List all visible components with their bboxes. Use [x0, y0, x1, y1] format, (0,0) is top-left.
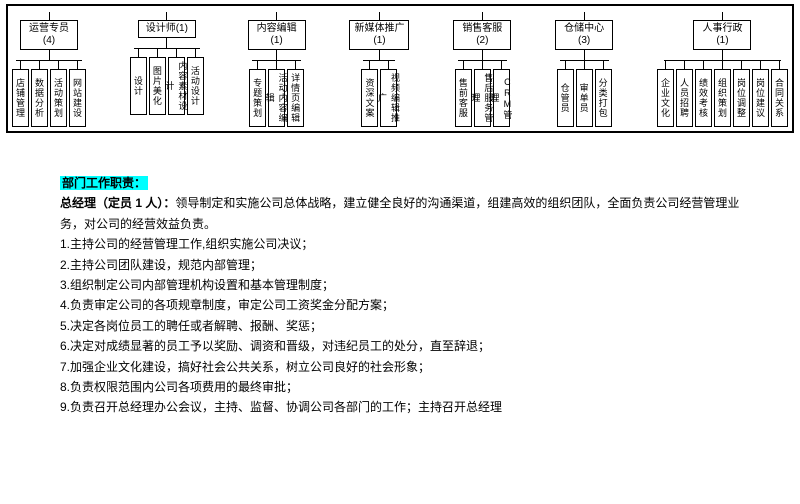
- department-column: 销售客服 (2) 售前客服售后服务管理CRM管理: [453, 12, 511, 127]
- list-item: 3.组织制定公司内部管理机构设置和基本管理制度；: [60, 275, 740, 295]
- child-box: 岗位调整: [733, 69, 750, 127]
- org-chart-container: 运营专员 (4)店铺管理数据分析活动策划网站建设设计师(1)设计图片美化内容素材…: [6, 4, 794, 133]
- child-box: 合同关系: [771, 69, 788, 127]
- child-box: 网站建设: [69, 69, 86, 127]
- department-box: 新媒体推广 (1): [349, 20, 409, 50]
- section-heading: 部门工作职责：: [60, 176, 148, 190]
- department-column: 内容编辑 (1) 专题策划活动内容编辑详情页编辑: [248, 12, 306, 127]
- child-box: 仓管员: [557, 69, 574, 127]
- department-box: 运营专员 (4): [20, 20, 78, 50]
- department-box: 设计师(1): [138, 20, 196, 38]
- child-box: CRM管理: [493, 69, 510, 127]
- list-item: 9.负责召开总经理办公会议，主持、监督、协调公司各部门的工作；主持召开总经理: [60, 397, 740, 417]
- child-box: 店铺管理: [12, 69, 29, 127]
- children-row: 售前客服售后服务管理CRM管理: [455, 61, 510, 127]
- child-box: 数据分析: [31, 69, 48, 127]
- list-item: 4.负责审定公司的各项规章制度，审定公司工资奖金分配方案；: [60, 295, 740, 315]
- child-box: 设计: [130, 57, 147, 115]
- child-box: 视频编辑推广: [380, 69, 397, 127]
- child-box: 活动设计: [187, 57, 204, 115]
- child-box: 分类打包: [595, 69, 612, 127]
- numbered-items: 1.主持公司的经营管理工作,组织实施公司决议；2.主持公司团队建设，规范内部管理…: [60, 234, 740, 418]
- lead-bold: 总经理（定员 1 人）：: [60, 196, 175, 210]
- department-column: 仓储中心 (3) 仓管员审单员分类打包: [555, 12, 613, 127]
- child-box: 组织策划: [714, 69, 731, 127]
- list-item: 7.加强企业文化建设，搞好社会公共关系，树立公司良好的社会形象；: [60, 357, 740, 377]
- list-item: 1.主持公司的经营管理工作,组织实施公司决议；: [60, 234, 740, 254]
- child-box: 内容素材设计: [168, 57, 185, 115]
- children-row: 企业文化人员招聘绩效考核组织策划岗位调整岗位建议合同关系: [657, 61, 788, 127]
- text-section: 部门工作职责： 总经理（定员 1 人）：领导制定和实施公司总体战略，建立健全良好…: [60, 173, 740, 418]
- child-box: 人员招聘: [676, 69, 693, 127]
- children-row: 仓管员审单员分类打包: [557, 61, 612, 127]
- child-box: 活动策划: [50, 69, 67, 127]
- children-row: 店铺管理数据分析活动策划网站建设: [12, 61, 86, 127]
- department-column: 运营专员 (4) 店铺管理数据分析活动策划网站建设: [12, 12, 86, 127]
- list-item: 5.决定各岗位员工的聘任或者解聘、报酬、奖惩；: [60, 316, 740, 336]
- department-box: 内容编辑 (1): [248, 20, 306, 50]
- department-box: 仓储中心 (3): [555, 20, 613, 50]
- list-item: 2.主持公司团队建设，规范内部管理；: [60, 255, 740, 275]
- child-box: 审单员: [576, 69, 593, 127]
- child-box: 活动内容编辑: [268, 69, 285, 127]
- department-box: 销售客服 (2): [453, 20, 511, 50]
- child-box: 岗位建议: [752, 69, 769, 127]
- list-item: 8.负责权限范围内公司各项费用的最终审批；: [60, 377, 740, 397]
- child-box: 企业文化: [657, 69, 674, 127]
- departments-row: 运营专员 (4)店铺管理数据分析活动策划网站建设设计师(1)设计图片美化内容素材…: [12, 12, 788, 127]
- children-row: 资深文案视频编辑推广: [361, 61, 397, 127]
- department-column: 人事行政 (1) 企业文化人员招聘绩效考核组织策划岗位调整岗位建议合同关系: [657, 12, 788, 127]
- child-box: 详情页编辑: [287, 69, 304, 127]
- list-item: 6.决定对成绩显著的员工予以奖励、调资和晋级，对违纪员工的处分，直至辞退；: [60, 336, 740, 356]
- child-box: 绩效考核: [695, 69, 712, 127]
- children-row: 设计图片美化内容素材设计活动设计: [130, 49, 204, 115]
- department-box: 人事行政 (1): [693, 20, 751, 50]
- children-row: 专题策划活动内容编辑详情页编辑: [249, 61, 304, 127]
- department-column: 新媒体推广 (1) 资深文案视频编辑推广: [349, 12, 409, 127]
- department-column: 设计师(1)设计图片美化内容素材设计活动设计: [130, 12, 204, 115]
